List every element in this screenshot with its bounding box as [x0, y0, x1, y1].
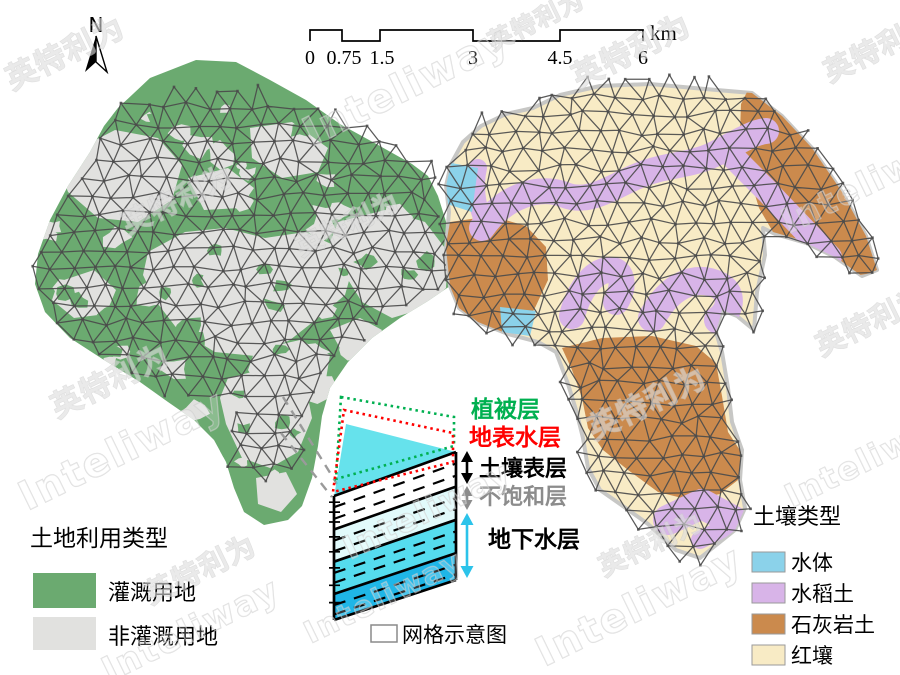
label-unsaturated-layer: 不饱和层	[479, 484, 567, 510]
landuse-swatch-nonirrigated	[33, 617, 96, 650]
soil-swatch-paddy	[751, 582, 786, 604]
landuse-mesh	[32, 84, 452, 482]
north-arrow: N	[85, 13, 109, 75]
landuse-swatch-irrigated	[33, 573, 96, 608]
soil-swatch-water	[751, 551, 786, 573]
watermark-text: 英特利为	[567, 8, 697, 96]
north-label: N	[89, 13, 104, 37]
slab-band-light	[334, 486, 456, 562]
surface-water-layer-outline	[331, 408, 455, 494]
watermark-text: 英特利为	[1, 10, 131, 98]
label-vegetation-layer: 植被层	[471, 396, 540, 423]
watermark-text: Inteliway	[779, 401, 900, 515]
landuse-label-nonirrigated: 非灌溉用地	[108, 625, 218, 650]
water-regions	[446, 162, 536, 336]
grid-legend-swatch	[370, 624, 398, 643]
schematic-labels: 植被层 地表水层 土壤表层 不饱和层 地下水层 网格示意图	[370, 396, 580, 647]
soil-label-limestone: 石灰岩土	[791, 613, 875, 637]
soil-mesh	[437, 74, 879, 567]
slab-dashed-lines	[333, 462, 457, 616]
zoom-connector-lines	[280, 396, 339, 498]
nonirrigated-patches	[35, 104, 448, 512]
grid-legend-label: 网格示意图	[402, 623, 507, 647]
scale-tick-075: 0.75	[327, 47, 362, 69]
landuse-legend: 土地利用类型 灌溉用地 非灌溉用地	[30, 526, 218, 650]
scale-unit: km	[650, 21, 677, 45]
soil-map	[437, 73, 880, 567]
slab-band-mid	[334, 519, 456, 594]
soil-legend: 土壤类型 水体 水稻土 石灰岩土 红壤	[751, 505, 875, 668]
scale-bar: 0 0.75 1.5 3 4.5 6 km	[305, 21, 677, 69]
landuse-legend-title: 土地利用类型	[30, 526, 168, 552]
soil-legend-title: 土壤类型	[753, 505, 841, 530]
topsoil-depth-arrow	[461, 451, 473, 484]
surface-plane	[334, 424, 456, 497]
soil-label-paddy: 水稻土	[791, 582, 854, 606]
landuse-label-irrigated: 灌溉用地	[108, 581, 196, 606]
soil-label-water: 水体	[791, 551, 833, 575]
watermark-text: 英特利为	[811, 280, 900, 362]
unsaturated-depth-arrow	[461, 486, 473, 510]
north-arrow-left-half	[85, 36, 96, 72]
scale-bar-line	[309, 29, 644, 42]
vegetation-layer-outline	[334, 395, 456, 481]
label-surface-water-layer: 地表水层	[469, 425, 561, 451]
soil-label-red: 红壤	[791, 644, 833, 668]
north-arrow-right-half	[95, 35, 109, 75]
slab-edge-ticks	[329, 501, 340, 604]
watermark-text: 英特利为	[484, 0, 590, 56]
landuse-map	[31, 60, 455, 525]
scale-tick-3: 3	[468, 47, 478, 69]
scale-tick-6: 6	[638, 47, 648, 69]
label-groundwater-layer: 地下水层	[488, 527, 580, 553]
scale-tick-15: 1.5	[370, 47, 395, 69]
layer-schematic	[280, 395, 474, 622]
scale-tick-0: 0	[305, 47, 315, 69]
groundwater-depth-arrow	[460, 513, 474, 578]
soil-swatch-red	[751, 644, 786, 666]
scale-tick-45: 4.5	[548, 47, 573, 69]
watermark-text: Inteliway	[12, 381, 233, 520]
slab-layer-lines	[332, 450, 458, 622]
label-topsoil-layer: 土壤表层	[479, 456, 567, 482]
watermark-text: 英特利为	[819, 6, 900, 88]
soil-swatch-limestone	[751, 613, 786, 635]
